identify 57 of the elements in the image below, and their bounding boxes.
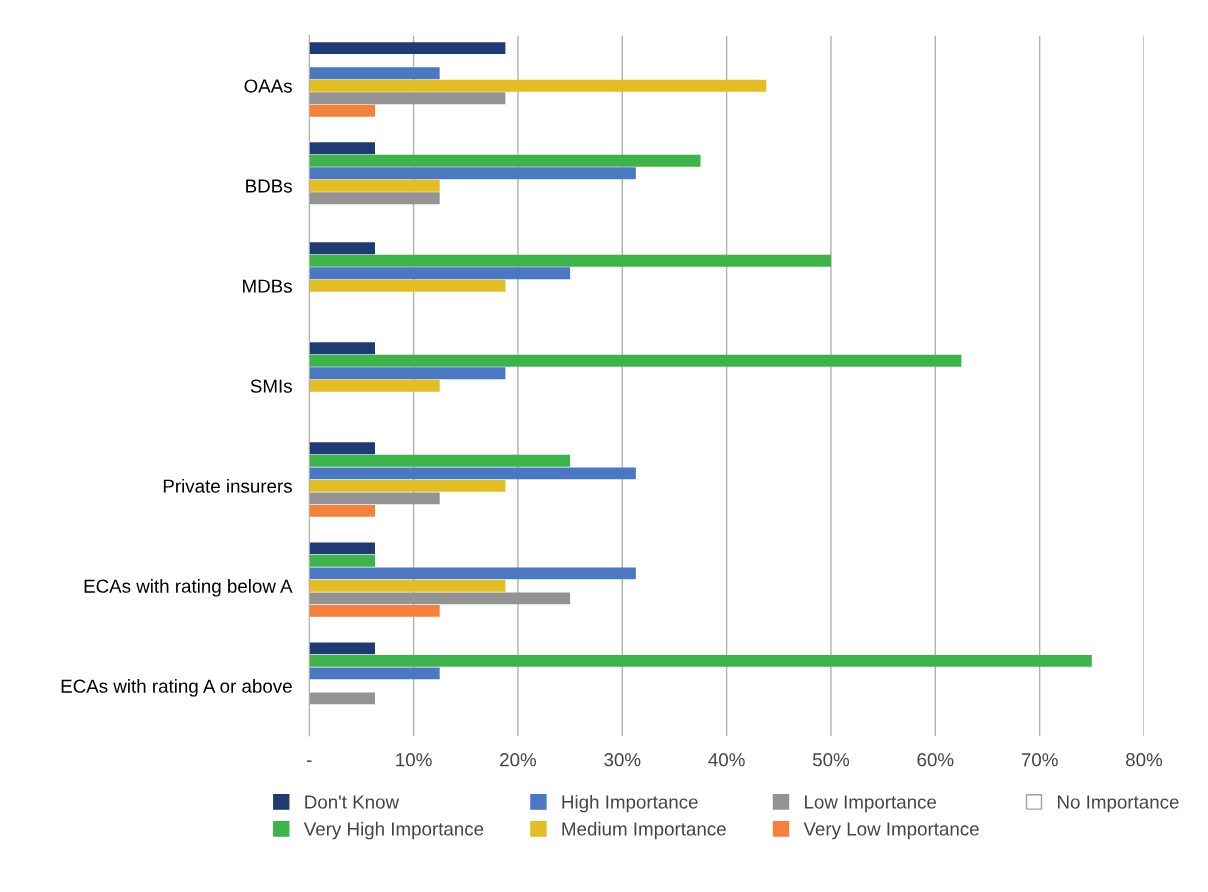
bar <box>309 479 506 492</box>
x-tick-label: 80% <box>1126 753 1163 767</box>
bar <box>309 154 701 167</box>
bar <box>309 579 506 592</box>
legend-label: Low Importance <box>805 795 937 813</box>
bar <box>309 442 375 455</box>
x-tick-label: 10% <box>396 753 432 767</box>
bar <box>309 242 375 255</box>
legend-label: No Importance <box>1058 795 1179 813</box>
bar <box>309 42 506 55</box>
bar <box>309 592 571 605</box>
bar <box>309 504 375 517</box>
x-tick-label: 40% <box>708 753 745 767</box>
bar <box>309 254 831 267</box>
bar <box>309 179 440 192</box>
bar <box>309 642 375 655</box>
y-tick-label: OAAs <box>244 79 292 93</box>
bar <box>309 567 636 580</box>
bar <box>309 79 767 92</box>
bar <box>309 379 440 392</box>
legend-label: Very Low Importance <box>803 822 979 840</box>
bar <box>309 654 1092 667</box>
y-tick-label: Private insurers <box>163 479 292 493</box>
bar <box>309 267 571 280</box>
y-tick-label: SMIs <box>250 379 292 393</box>
x-tick-label: 20% <box>500 753 537 767</box>
y-tick-label: BDBs <box>246 179 292 193</box>
x-tick-label: - <box>306 760 312 762</box>
bar <box>309 542 375 555</box>
bar <box>309 554 375 567</box>
bar <box>309 667 440 680</box>
legend-label: High Importance <box>562 794 698 813</box>
bar <box>309 167 636 180</box>
x-tick-label: 70% <box>1021 753 1058 767</box>
x-tick-label: 30% <box>604 753 641 767</box>
x-tick-label: 60% <box>917 753 954 767</box>
bar <box>309 692 375 705</box>
bar <box>309 279 506 292</box>
legend-label: Don't Know <box>305 795 400 809</box>
bar <box>309 192 440 205</box>
legend-label: Medium Importance <box>562 821 726 840</box>
bar <box>309 454 571 467</box>
legend-label: Very High Importance <box>303 821 484 840</box>
y-tick-label: MDBs <box>243 279 292 293</box>
y-tick-label: ECAs with rating A or above <box>61 679 292 697</box>
x-tick-label: 50% <box>812 753 850 767</box>
bar <box>309 467 636 480</box>
bar <box>309 104 375 117</box>
y-tick-label: ECAs with rating below A <box>84 579 293 597</box>
bar <box>309 354 962 367</box>
bar <box>309 367 506 380</box>
bar <box>309 604 440 617</box>
bar <box>309 342 375 355</box>
bar <box>309 142 375 155</box>
bar <box>309 492 440 505</box>
bar <box>309 67 440 80</box>
bar <box>309 92 506 105</box>
